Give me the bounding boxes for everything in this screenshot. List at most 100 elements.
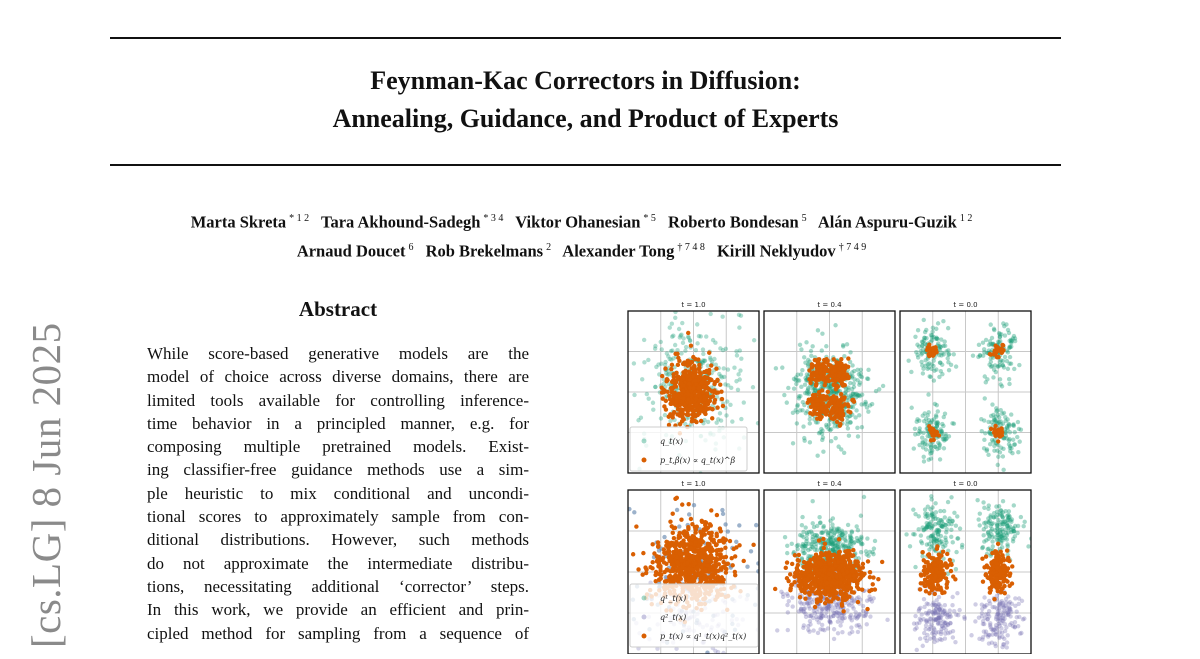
scatter-point [798, 595, 802, 599]
scatter-point [865, 607, 869, 611]
scatter-point [726, 529, 730, 533]
scatter-point [857, 372, 861, 376]
scatter-point [845, 608, 849, 612]
scatter-point [811, 499, 815, 503]
scatter-point [922, 631, 926, 635]
scatter-point [915, 648, 919, 652]
scatter-point [942, 339, 946, 343]
scatter-point [939, 369, 943, 373]
scatter-point [659, 416, 663, 420]
scatter-point [855, 524, 859, 528]
scatter-point [810, 589, 814, 593]
scatter-point [934, 415, 938, 419]
scatter-point [840, 602, 844, 606]
scatter-point [756, 569, 760, 573]
scatter-point [857, 382, 861, 386]
scatter-point [861, 562, 865, 566]
scatter-point [785, 551, 789, 555]
scatter-point [856, 587, 860, 591]
scatter-point [706, 558, 710, 562]
scatter-point [774, 377, 778, 381]
scatter-point [871, 582, 875, 586]
scatter-point [798, 578, 802, 582]
scatter-point [924, 611, 928, 615]
scatter-point [665, 378, 669, 382]
scatter-point [975, 498, 979, 502]
scatter-point [806, 364, 810, 368]
scatter-point [825, 554, 829, 558]
scatter-point [668, 569, 672, 573]
scatter-point [939, 630, 943, 634]
scatter-point [1016, 420, 1020, 424]
scatter-point [642, 360, 646, 364]
author-name: Marta Skreta [191, 213, 286, 232]
scatter-point [986, 453, 990, 457]
scatter-point [659, 340, 663, 344]
scatter-point [837, 374, 841, 378]
scatter-point [923, 336, 927, 340]
scatter-point [799, 372, 803, 376]
scatter-point [709, 508, 713, 512]
scatter-point [908, 544, 912, 548]
scatter-point [726, 561, 730, 565]
scatter-point [856, 614, 860, 618]
scatter-point [737, 523, 741, 527]
scatter-point [842, 587, 846, 591]
scatter-point [697, 386, 701, 390]
scatter-point [686, 413, 690, 417]
scatter-point [857, 623, 861, 627]
scatter-point [930, 533, 934, 537]
scatter-point [839, 380, 843, 384]
author-affiliation: * 3 4 [483, 213, 503, 224]
scatter-point [709, 575, 713, 579]
scatter-point [785, 560, 789, 564]
scatter-point [786, 610, 790, 614]
scatter-point [834, 603, 838, 607]
scatter-point [715, 405, 719, 409]
scatter-point [701, 554, 705, 558]
scatter-point [922, 419, 926, 423]
scatter-point [986, 420, 990, 424]
scatter-point [654, 365, 658, 369]
scatter-point [1018, 439, 1022, 443]
scatter-point [817, 431, 821, 435]
scatter-point [934, 327, 938, 331]
scatter-point [689, 517, 693, 521]
scatter-point [681, 389, 685, 393]
scatter-point [721, 512, 725, 516]
scatter-point [707, 351, 711, 355]
scatter-point [725, 399, 729, 403]
scatter-point [871, 575, 875, 579]
scatter-point [922, 459, 926, 463]
scatter-point [645, 392, 649, 396]
scatter-point [817, 620, 821, 624]
scatter-point [667, 394, 671, 398]
scatter-point [673, 573, 677, 577]
scatter-point [842, 451, 846, 455]
scatter-point [830, 411, 834, 415]
scatter-point [798, 574, 802, 578]
scatter-point [835, 406, 839, 410]
scatter-point [991, 375, 995, 379]
scatter-point [916, 527, 920, 531]
scatter-point [944, 530, 948, 534]
scatter-point [992, 352, 996, 356]
scatter-point [833, 424, 837, 428]
scatter-point [1016, 450, 1020, 454]
scatter-point [935, 337, 939, 341]
scatter-point [714, 391, 718, 395]
scatter-point [808, 440, 812, 444]
scatter-point [841, 563, 845, 567]
scatter-point [695, 525, 699, 529]
scatter-point [734, 545, 738, 549]
scatter-point [870, 402, 874, 406]
scatter-point [835, 574, 839, 578]
scatter-point [693, 419, 697, 423]
scatter-point [664, 371, 668, 375]
scatter-point [824, 614, 828, 618]
scatter-point [832, 588, 836, 592]
scatter-point [866, 409, 870, 413]
abstract-line: cipled method for sampling from a sequen… [147, 622, 529, 645]
scatter-point [920, 612, 924, 616]
scatter-point [697, 363, 701, 367]
